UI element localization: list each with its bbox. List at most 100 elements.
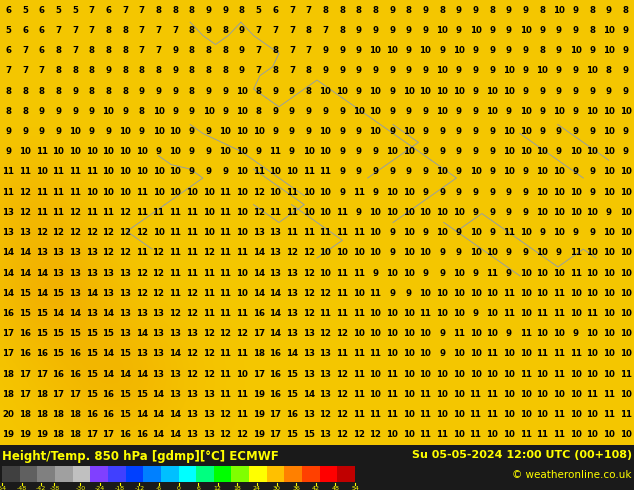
Text: 8: 8 <box>172 5 178 15</box>
Text: 11: 11 <box>236 248 248 257</box>
Text: 10: 10 <box>619 309 631 318</box>
Text: 9: 9 <box>5 127 11 136</box>
Text: 15: 15 <box>286 369 298 379</box>
Text: 13: 13 <box>269 269 281 277</box>
Text: 11: 11 <box>36 188 48 196</box>
Text: 10: 10 <box>236 127 248 136</box>
Text: 7: 7 <box>306 46 312 55</box>
Text: 10: 10 <box>570 410 581 419</box>
Text: 12: 12 <box>186 369 198 379</box>
Text: 12: 12 <box>214 486 222 490</box>
Text: 8: 8 <box>589 5 595 15</box>
Text: 12: 12 <box>336 369 348 379</box>
Text: 9: 9 <box>522 208 529 217</box>
Text: 10: 10 <box>536 208 548 217</box>
Text: 9: 9 <box>489 66 495 75</box>
Text: 9: 9 <box>439 46 445 55</box>
Text: 19: 19 <box>3 430 15 440</box>
Text: 11: 11 <box>536 309 548 318</box>
Text: 9: 9 <box>239 26 245 35</box>
Text: 14: 14 <box>69 309 81 318</box>
Text: 16: 16 <box>86 410 98 419</box>
Text: 10: 10 <box>536 147 548 156</box>
Text: 10: 10 <box>603 349 615 358</box>
Text: 16: 16 <box>3 309 15 318</box>
Text: 11: 11 <box>370 289 382 298</box>
Text: 9: 9 <box>489 26 495 35</box>
Text: 15: 15 <box>286 390 298 399</box>
Text: 10: 10 <box>403 410 415 419</box>
Text: 10: 10 <box>619 248 631 257</box>
Text: 13: 13 <box>119 289 131 298</box>
Text: 10: 10 <box>570 208 581 217</box>
Text: 13: 13 <box>3 208 15 217</box>
Text: 10: 10 <box>453 349 465 358</box>
Text: 11: 11 <box>302 228 314 237</box>
Text: 10: 10 <box>470 26 481 35</box>
Text: 13: 13 <box>269 248 281 257</box>
Text: 11: 11 <box>36 208 48 217</box>
Text: 10: 10 <box>520 390 531 399</box>
Bar <box>249 466 267 482</box>
Text: 10: 10 <box>86 188 98 196</box>
Text: 14: 14 <box>252 248 264 257</box>
Text: 10: 10 <box>436 66 448 75</box>
Text: 36: 36 <box>292 486 300 490</box>
Text: 13: 13 <box>286 329 298 338</box>
Text: 10: 10 <box>553 168 565 176</box>
Text: 8: 8 <box>89 66 94 75</box>
Text: 10: 10 <box>320 127 332 136</box>
Text: 14: 14 <box>269 289 281 298</box>
Text: 7: 7 <box>289 46 295 55</box>
Text: 9: 9 <box>189 168 195 176</box>
Text: 9: 9 <box>456 147 462 156</box>
Text: 9: 9 <box>589 228 595 237</box>
Text: 10: 10 <box>603 269 615 277</box>
Text: 11: 11 <box>153 208 164 217</box>
Text: 8: 8 <box>122 46 128 55</box>
Text: 10: 10 <box>370 248 381 257</box>
Text: 9: 9 <box>339 127 345 136</box>
Text: 9: 9 <box>322 46 328 55</box>
Text: 11: 11 <box>569 349 581 358</box>
Text: 11: 11 <box>453 329 465 338</box>
Text: 11: 11 <box>553 369 565 379</box>
Text: 11: 11 <box>252 168 264 176</box>
Text: 10: 10 <box>136 168 148 176</box>
Text: 10: 10 <box>420 87 431 96</box>
Text: 14: 14 <box>269 329 281 338</box>
Text: 11: 11 <box>236 410 248 419</box>
Text: 10: 10 <box>536 410 548 419</box>
Text: 12: 12 <box>302 248 314 257</box>
Text: 10: 10 <box>370 329 381 338</box>
Text: 11: 11 <box>186 228 198 237</box>
Text: 11: 11 <box>503 309 515 318</box>
Text: 9: 9 <box>506 248 512 257</box>
Text: 17: 17 <box>252 369 264 379</box>
Text: 10: 10 <box>520 147 531 156</box>
Text: 10: 10 <box>420 289 431 298</box>
Text: 11: 11 <box>53 168 65 176</box>
Text: 14: 14 <box>152 430 165 440</box>
Text: 9: 9 <box>606 87 612 96</box>
Text: 9: 9 <box>389 5 395 15</box>
Text: 10: 10 <box>453 289 465 298</box>
Text: 9: 9 <box>589 188 595 196</box>
Text: 18: 18 <box>3 390 15 399</box>
Text: 17: 17 <box>102 430 115 440</box>
Text: 11: 11 <box>619 369 631 379</box>
Text: 9: 9 <box>439 127 445 136</box>
Text: 15: 15 <box>286 430 298 440</box>
Text: 9: 9 <box>456 107 462 116</box>
Text: 10: 10 <box>320 248 332 257</box>
Text: 10: 10 <box>586 269 598 277</box>
Text: 12: 12 <box>336 430 348 440</box>
Text: 11: 11 <box>569 269 581 277</box>
Text: 9: 9 <box>372 147 378 156</box>
Text: 10: 10 <box>386 430 398 440</box>
Text: 10: 10 <box>320 87 332 96</box>
Text: 9: 9 <box>289 107 295 116</box>
Text: 11: 11 <box>86 168 98 176</box>
Text: 9: 9 <box>472 66 479 75</box>
Text: 10: 10 <box>236 228 248 237</box>
